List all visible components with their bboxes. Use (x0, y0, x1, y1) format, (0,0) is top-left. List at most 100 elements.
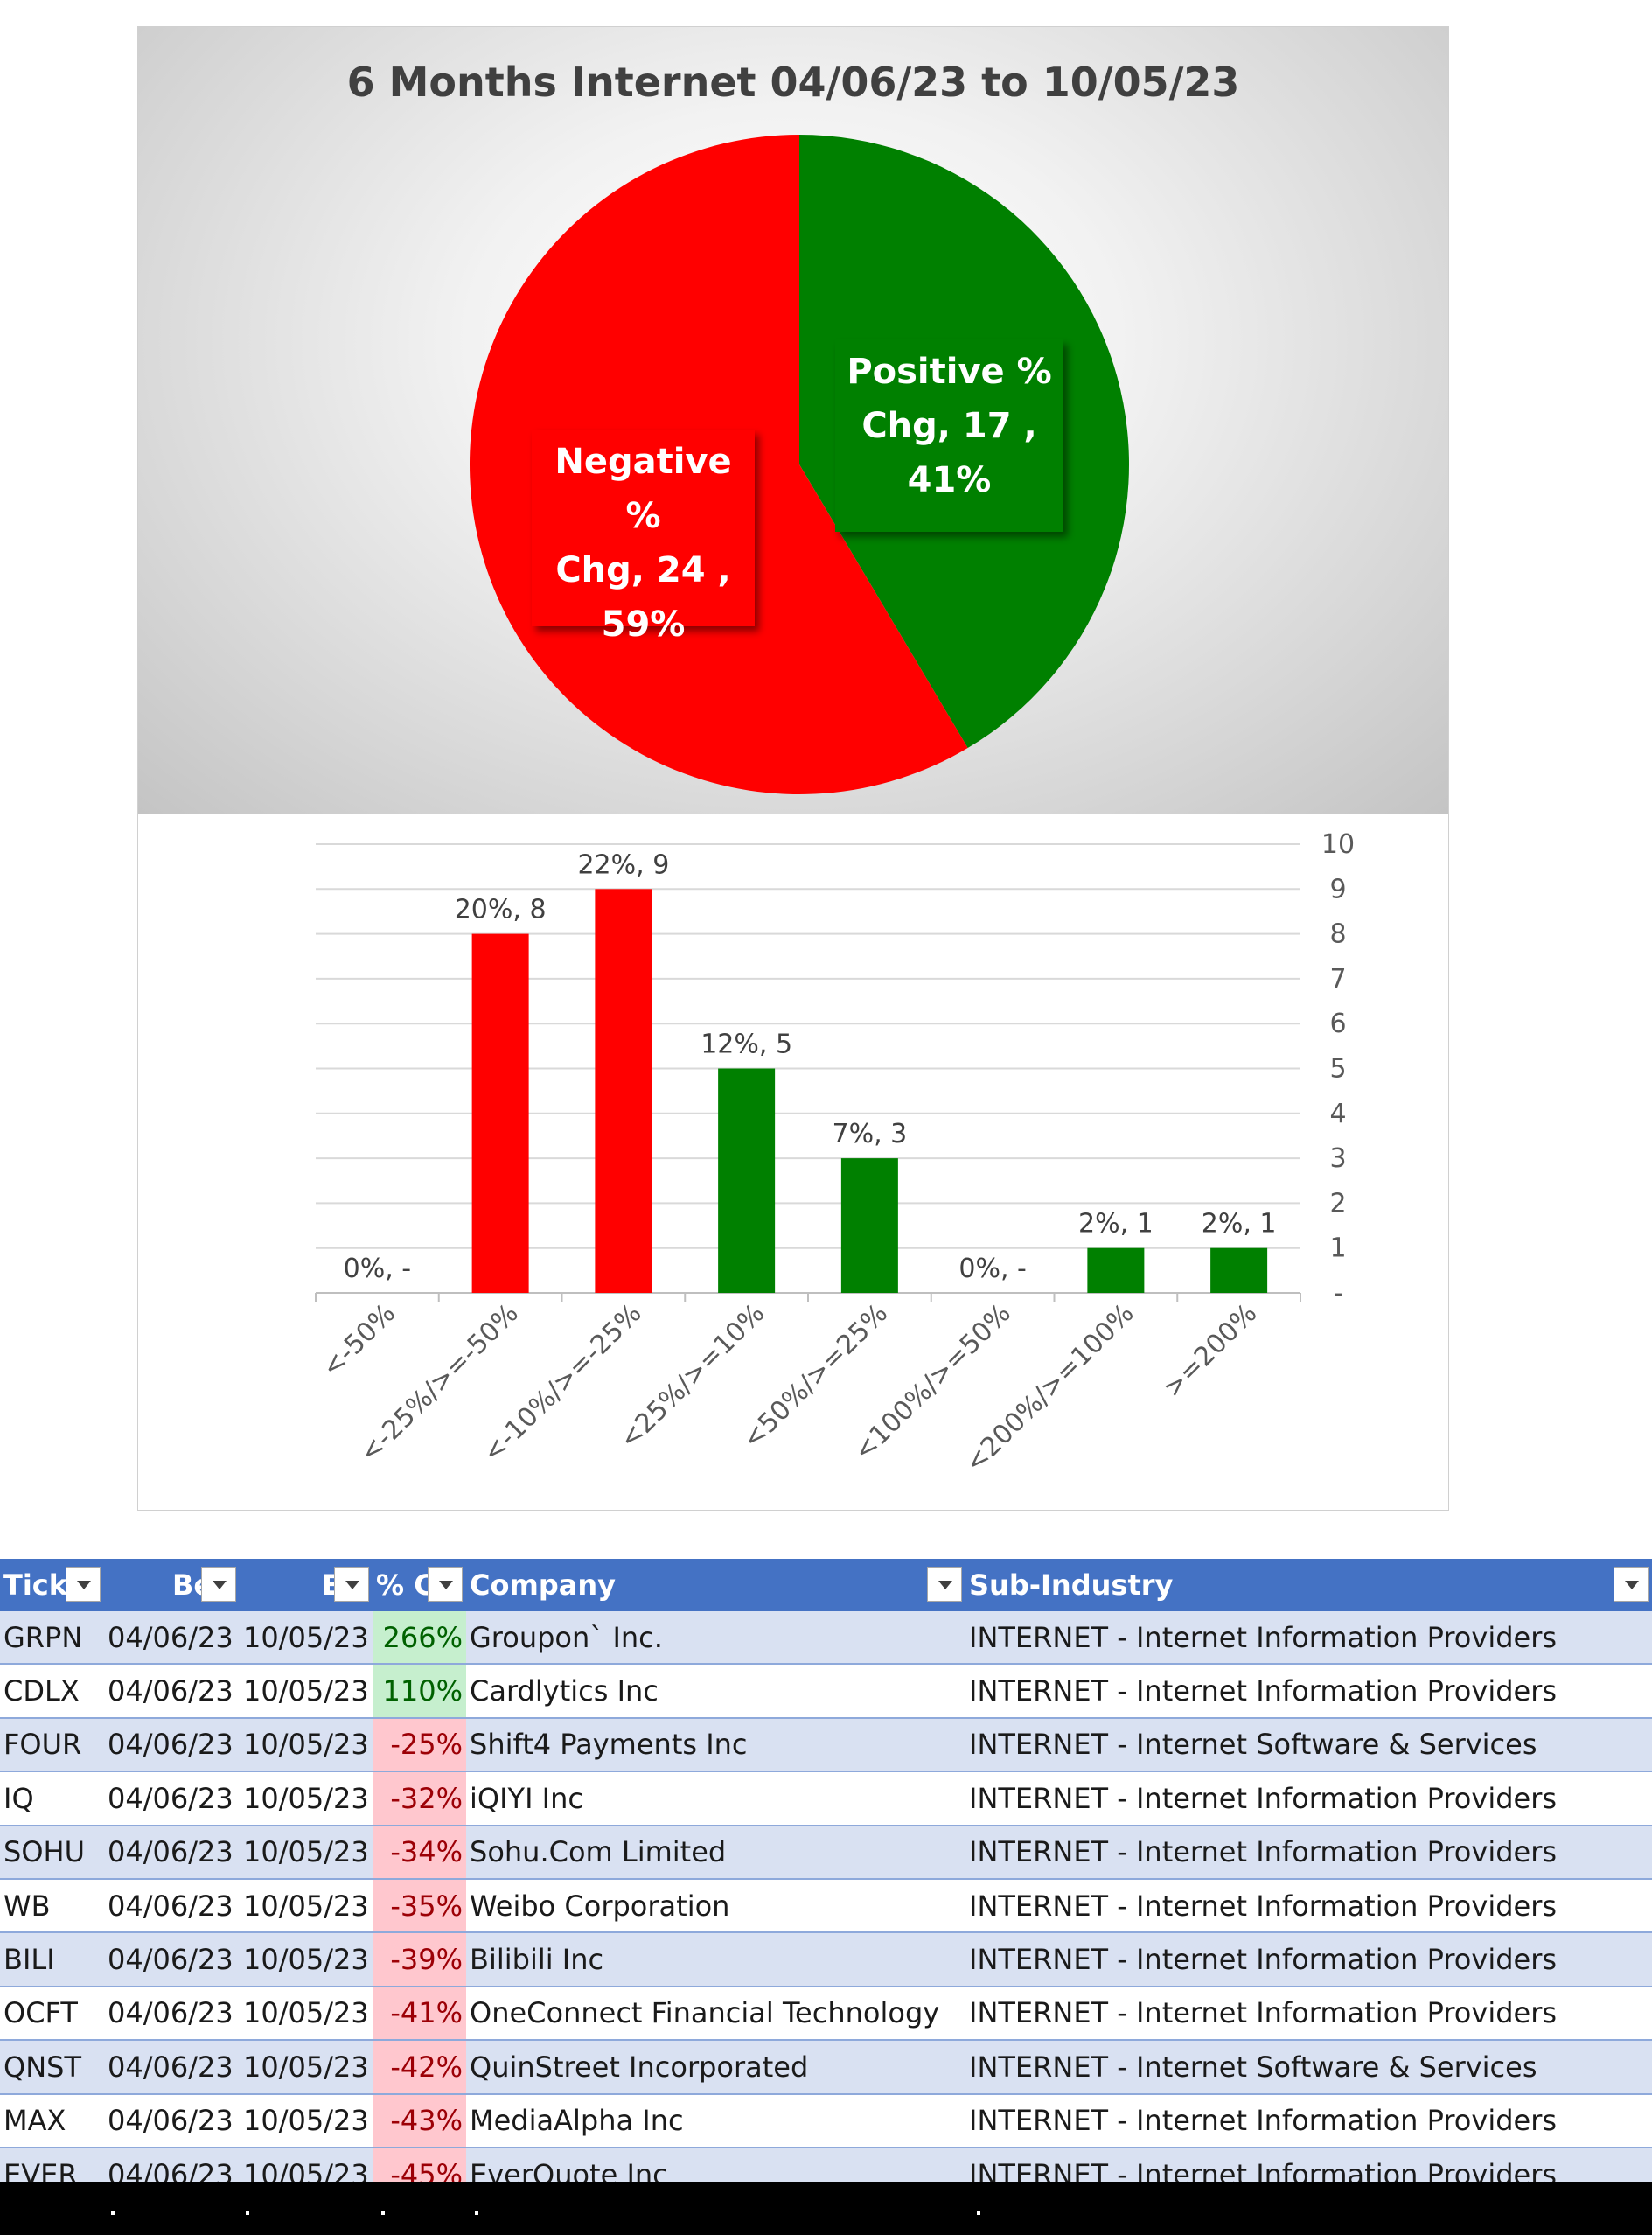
sub-industry-cell[interactable]: INTERNET - Internet Information Provider… (965, 1878, 1652, 1934)
pie-chart-title: 6 Months Internet 04/06/23 to 10/05/23 (346, 59, 1240, 106)
begin-date-cell[interactable]: 04/06/23 (104, 1986, 240, 2042)
table-row[interactable]: MAX 04/06/23 10/05/23 -43% MediaAlpha Inc INT… (0, 2093, 1652, 2148)
y-tick-label: 6 (1329, 1009, 1346, 1039)
filter-dropdown-icon[interactable] (1614, 1567, 1649, 1602)
end-date-cell[interactable]: 10/05/23 (240, 1825, 373, 1880)
bar (1210, 1247, 1268, 1293)
ticker-cell[interactable]: BILI (0, 1932, 104, 1987)
pct-change-cell[interactable]: -41% (373, 1986, 466, 2042)
filter-dropdown-icon[interactable] (927, 1567, 962, 1602)
end-date-cell[interactable]: 10/05/23 (240, 1771, 373, 1826)
pct-change-cell[interactable]: 266% (373, 1611, 466, 1666)
company-cell[interactable]: QuinStreet Incorporated (466, 2040, 965, 2095)
y-tick-label: 2 (1329, 1188, 1346, 1219)
table-row[interactable]: BILI 04/06/23 10/05/23 -39% Bilibili Inc INTE… (0, 1932, 1652, 1987)
pie-label-positive-line3: 41% (907, 460, 992, 500)
company-cell[interactable]: OneConnect Financial Technology (466, 1986, 965, 2042)
table-row[interactable]: SOHU 04/06/23 10/05/23 -34% Sohu.Com Limited… (0, 1825, 1652, 1880)
sub-industry-cell[interactable]: INTERNET - Internet Software & Services (965, 1717, 1652, 1773)
end-date-cell[interactable]: 10/05/23 (240, 1611, 373, 1666)
dot-marker (246, 2211, 249, 2215)
ticker-cell[interactable]: OCFT (0, 1986, 104, 2042)
sub-industry-cell[interactable]: INTERNET - Internet Information Provider… (965, 1932, 1652, 1987)
pie-label-negative: Negative % Chg, 24 , 59% (532, 430, 755, 645)
filter-dropdown-icon[interactable] (201, 1567, 236, 1602)
pct-change-cell[interactable]: 110% (373, 1664, 466, 1719)
begin-date-cell[interactable]: 04/06/23 (104, 1825, 240, 1880)
column-header-sub-industry[interactable]: Sub-Industry (965, 1559, 1652, 1611)
pct-change-cell[interactable]: -42% (373, 2040, 466, 2095)
company-cell[interactable]: Shift4 Payments Inc (466, 1717, 965, 1773)
sub-industry-cell[interactable]: INTERNET - Internet Information Provider… (965, 1986, 1652, 2042)
table-row[interactable]: IQ 04/06/23 10/05/23 -32% iQIYI Inc INTERNET … (0, 1771, 1652, 1826)
table-row[interactable]: QNST 04/06/23 10/05/23 -42% QuinStreet Incor… (0, 2040, 1652, 2095)
pct-change-cell[interactable]: -43% (373, 2093, 466, 2148)
ticker-cell[interactable]: FOUR (0, 1717, 104, 1773)
column-header-end[interactable]: E (240, 1559, 373, 1611)
begin-date-cell[interactable]: 04/06/23 (104, 2093, 240, 2148)
y-tick-label: 4 (1329, 1099, 1346, 1129)
ticker-cell[interactable]: IQ (0, 1771, 104, 1826)
sub-industry-cell[interactable]: INTERNET - Internet Information Provider… (965, 2093, 1652, 2148)
y-tick-label: 8 (1329, 919, 1346, 950)
bar (595, 889, 652, 1293)
y-tick-label: 10 (1321, 829, 1355, 860)
column-header-begin[interactable]: Be (104, 1559, 240, 1611)
table-row[interactable]: GRPN 04/06/23 10/05/23 266% Groupon` Inc. INT… (0, 1611, 1652, 1666)
begin-date-cell[interactable]: 04/06/23 (104, 1717, 240, 1773)
column-header-ticker[interactable]: Tick (0, 1559, 104, 1611)
begin-date-cell[interactable]: 04/06/23 (104, 1932, 240, 1987)
sub-industry-cell[interactable]: INTERNET - Internet Information Provider… (965, 1664, 1652, 1719)
ticker-cell[interactable]: QNST (0, 2040, 104, 2095)
table-row[interactable]: WB 04/06/23 10/05/23 -35% Weibo Corporation I… (0, 1878, 1652, 1934)
filter-dropdown-icon[interactable] (334, 1567, 369, 1602)
end-date-cell[interactable]: 10/05/23 (240, 2040, 373, 2095)
data-label: 20%, 8 (455, 895, 547, 925)
table-row[interactable]: OCFT 04/06/23 10/05/23 -41% OneConnect Finan… (0, 1986, 1652, 2042)
table-row[interactable]: FOUR 04/06/23 10/05/23 -25% Shift4 Payments … (0, 1717, 1652, 1773)
end-date-cell[interactable]: 10/05/23 (240, 2093, 373, 2148)
column-header-pct-change[interactable]: % C (373, 1559, 466, 1611)
table-row[interactable]: CDLX 04/06/23 10/05/23 110% Cardlytics Inc IN… (0, 1664, 1652, 1719)
ticker-cell[interactable]: CDLX (0, 1664, 104, 1719)
pct-change-cell[interactable]: -32% (373, 1771, 466, 1826)
company-cell[interactable]: iQIYI Inc (466, 1771, 965, 1826)
dot-marker (111, 2211, 115, 2215)
data-label: 22%, 9 (577, 849, 669, 880)
company-cell[interactable]: Groupon` Inc. (466, 1611, 965, 1666)
filter-dropdown-icon[interactable] (428, 1567, 463, 1602)
data-label: 2%, 1 (1078, 1209, 1154, 1240)
pct-change-cell[interactable]: -34% (373, 1825, 466, 1880)
sub-industry-cell[interactable]: INTERNET - Internet Information Provider… (965, 1611, 1652, 1666)
begin-date-cell[interactable]: 04/06/23 (104, 1664, 240, 1719)
ticker-cell[interactable]: WB (0, 1878, 104, 1934)
begin-date-cell[interactable]: 04/06/23 (104, 1611, 240, 1666)
company-cell[interactable]: Sohu.Com Limited (466, 1825, 965, 1880)
begin-date-cell[interactable]: 04/06/23 (104, 1878, 240, 1934)
end-date-cell[interactable]: 10/05/23 (240, 1878, 373, 1934)
sub-industry-cell[interactable]: INTERNET - Internet Software & Services (965, 2040, 1652, 2095)
end-date-cell[interactable]: 10/05/23 (240, 1664, 373, 1719)
pct-change-cell[interactable]: -39% (373, 1932, 466, 1987)
sub-industry-cell[interactable]: INTERNET - Internet Information Provider… (965, 1771, 1652, 1826)
pct-change-cell[interactable]: -25% (373, 1717, 466, 1773)
ticker-cell[interactable]: SOHU (0, 1825, 104, 1880)
ticker-cell[interactable]: GRPN (0, 1611, 104, 1666)
pct-change-cell[interactable]: -35% (373, 1878, 466, 1934)
dot-marker (977, 2211, 980, 2215)
ticker-cell[interactable]: MAX (0, 2093, 104, 2148)
company-cell[interactable]: Cardlytics Inc (466, 1664, 965, 1719)
begin-date-cell[interactable]: 04/06/23 (104, 2040, 240, 2095)
company-cell[interactable]: Weibo Corporation (466, 1878, 965, 1934)
end-date-cell[interactable]: 10/05/23 (240, 1932, 373, 1987)
sub-industry-cell[interactable]: INTERNET - Internet Information Provider… (965, 1825, 1652, 1880)
column-header-company[interactable]: Company (466, 1559, 965, 1611)
begin-date-cell[interactable]: 04/06/23 (104, 1771, 240, 1826)
end-date-cell[interactable]: 10/05/23 (240, 1717, 373, 1773)
pie-chart (469, 135, 1129, 795)
end-date-cell[interactable]: 10/05/23 (240, 1986, 373, 2042)
company-cell[interactable]: MediaAlpha Inc (466, 2093, 965, 2148)
company-cell[interactable]: Bilibili Inc (466, 1932, 965, 1987)
filter-dropdown-icon[interactable] (66, 1567, 101, 1602)
pie-label-negative-line3: 59% (601, 604, 686, 645)
